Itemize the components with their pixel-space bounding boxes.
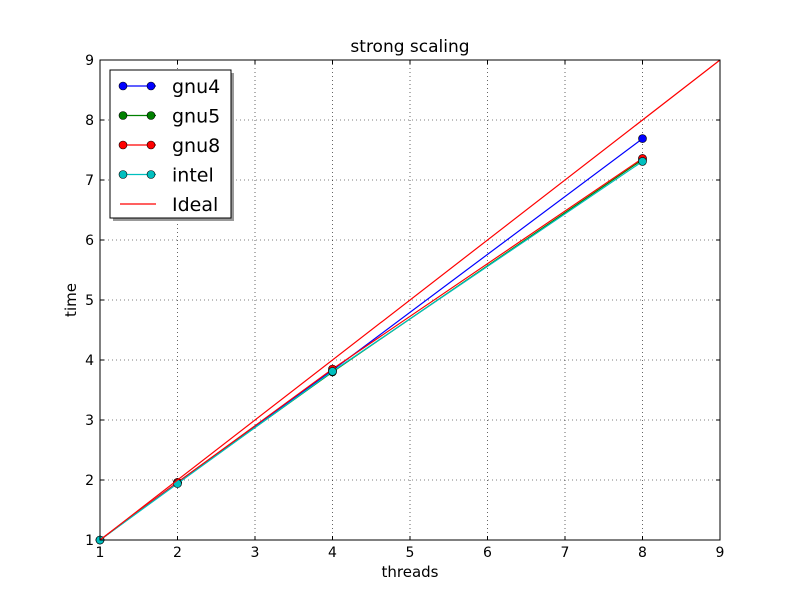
legend-box bbox=[109, 69, 232, 219]
y-tick-label: 7 bbox=[85, 173, 94, 189]
legend-label-intel: intel bbox=[172, 165, 214, 187]
series-layer bbox=[95, 59, 721, 545]
legend-marker-gnu4 bbox=[118, 81, 128, 91]
y-tick-label: 5 bbox=[85, 293, 94, 309]
x-tick-label: 1 bbox=[96, 545, 105, 561]
y-tick-label: 9 bbox=[85, 53, 94, 69]
legend-marker-gnu5 bbox=[118, 111, 128, 120]
y-axis-label: time bbox=[62, 283, 80, 317]
y-tick-label: 3 bbox=[85, 413, 94, 429]
legend-marker-intel bbox=[146, 170, 156, 179]
legend-label-ideal: Ideal bbox=[172, 194, 218, 216]
legend-marker-gnu8 bbox=[146, 140, 156, 150]
legend-label-gnu8: gnu8 bbox=[172, 135, 220, 157]
x-tick-label: 2 bbox=[173, 545, 182, 561]
y-tick-label: 1 bbox=[85, 533, 94, 549]
x-tick-label: 9 bbox=[716, 545, 725, 561]
x-tick-label: 7 bbox=[561, 545, 570, 561]
legend-marker-gnu5 bbox=[146, 111, 156, 120]
legend-label-gnu5: gnu5 bbox=[172, 106, 220, 128]
legend: gnu4 gnu5 gnu8 intel Ideal bbox=[109, 69, 234, 221]
x-tick-label: 8 bbox=[638, 545, 647, 561]
y-tick-label: 6 bbox=[85, 233, 94, 249]
y-tick-label: 4 bbox=[85, 353, 94, 369]
data-point-intel bbox=[638, 157, 647, 166]
axis-ticks: 1 2 3 4 5 6 7 8 9 1 2 3 4 5 6 7 8 9 bbox=[85, 53, 724, 561]
legend-marker-gnu8 bbox=[118, 140, 128, 150]
legend-label-gnu4: gnu4 bbox=[172, 76, 220, 98]
y-tick-label: 2 bbox=[85, 473, 94, 489]
x-tick-label: 3 bbox=[251, 545, 260, 561]
series-line-intel bbox=[99, 160, 643, 541]
data-point-intel bbox=[173, 479, 182, 488]
x-axis-label: threads bbox=[382, 563, 439, 581]
grid-lines bbox=[99, 59, 721, 541]
data-point-gnu4 bbox=[638, 134, 647, 143]
data-point-intel bbox=[328, 367, 337, 376]
legend-marker-intel bbox=[118, 170, 128, 179]
y-tick-label: 8 bbox=[85, 113, 94, 129]
chart-title: strong scaling bbox=[350, 37, 469, 57]
legend-marker-gnu4 bbox=[146, 81, 156, 91]
series-line-ideal bbox=[99, 59, 721, 541]
x-tick-label: 5 bbox=[406, 545, 415, 561]
x-tick-label: 6 bbox=[483, 545, 492, 561]
x-tick-label: 4 bbox=[328, 545, 337, 561]
